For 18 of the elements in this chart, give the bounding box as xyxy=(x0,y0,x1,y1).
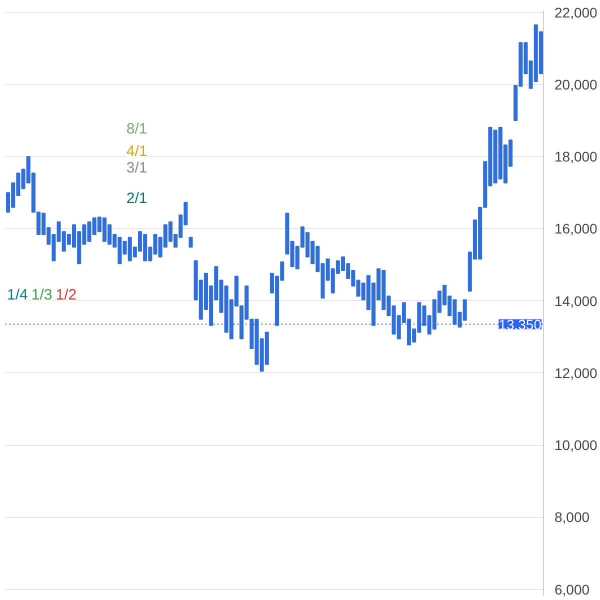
y-tick-label: 6,000 xyxy=(554,581,590,598)
candlestick xyxy=(188,236,193,248)
annotation: 1/2 xyxy=(56,286,77,304)
y-tick-label: 10,000 xyxy=(554,437,598,454)
annotation: 4/1 xyxy=(126,143,148,160)
annotation: 2/1 xyxy=(126,190,148,207)
annotation: 1/3 xyxy=(31,286,52,304)
annotation: 3/1 xyxy=(126,160,148,177)
y-tick-label: 22,000 xyxy=(554,4,598,20)
ref-line-label: 13,350 xyxy=(498,316,542,332)
y-tick-label: 20,000 xyxy=(554,76,598,92)
y-tick-label: 12,000 xyxy=(554,364,598,381)
annotation: 8/1 xyxy=(126,120,148,138)
y-tick-label: 18,000 xyxy=(554,148,598,165)
annotation: 1/4 xyxy=(7,286,28,304)
y-tick-label: 16,000 xyxy=(554,220,598,237)
y-tick-label: 14,000 xyxy=(554,292,598,309)
y-tick-label: 8,000 xyxy=(554,509,590,526)
